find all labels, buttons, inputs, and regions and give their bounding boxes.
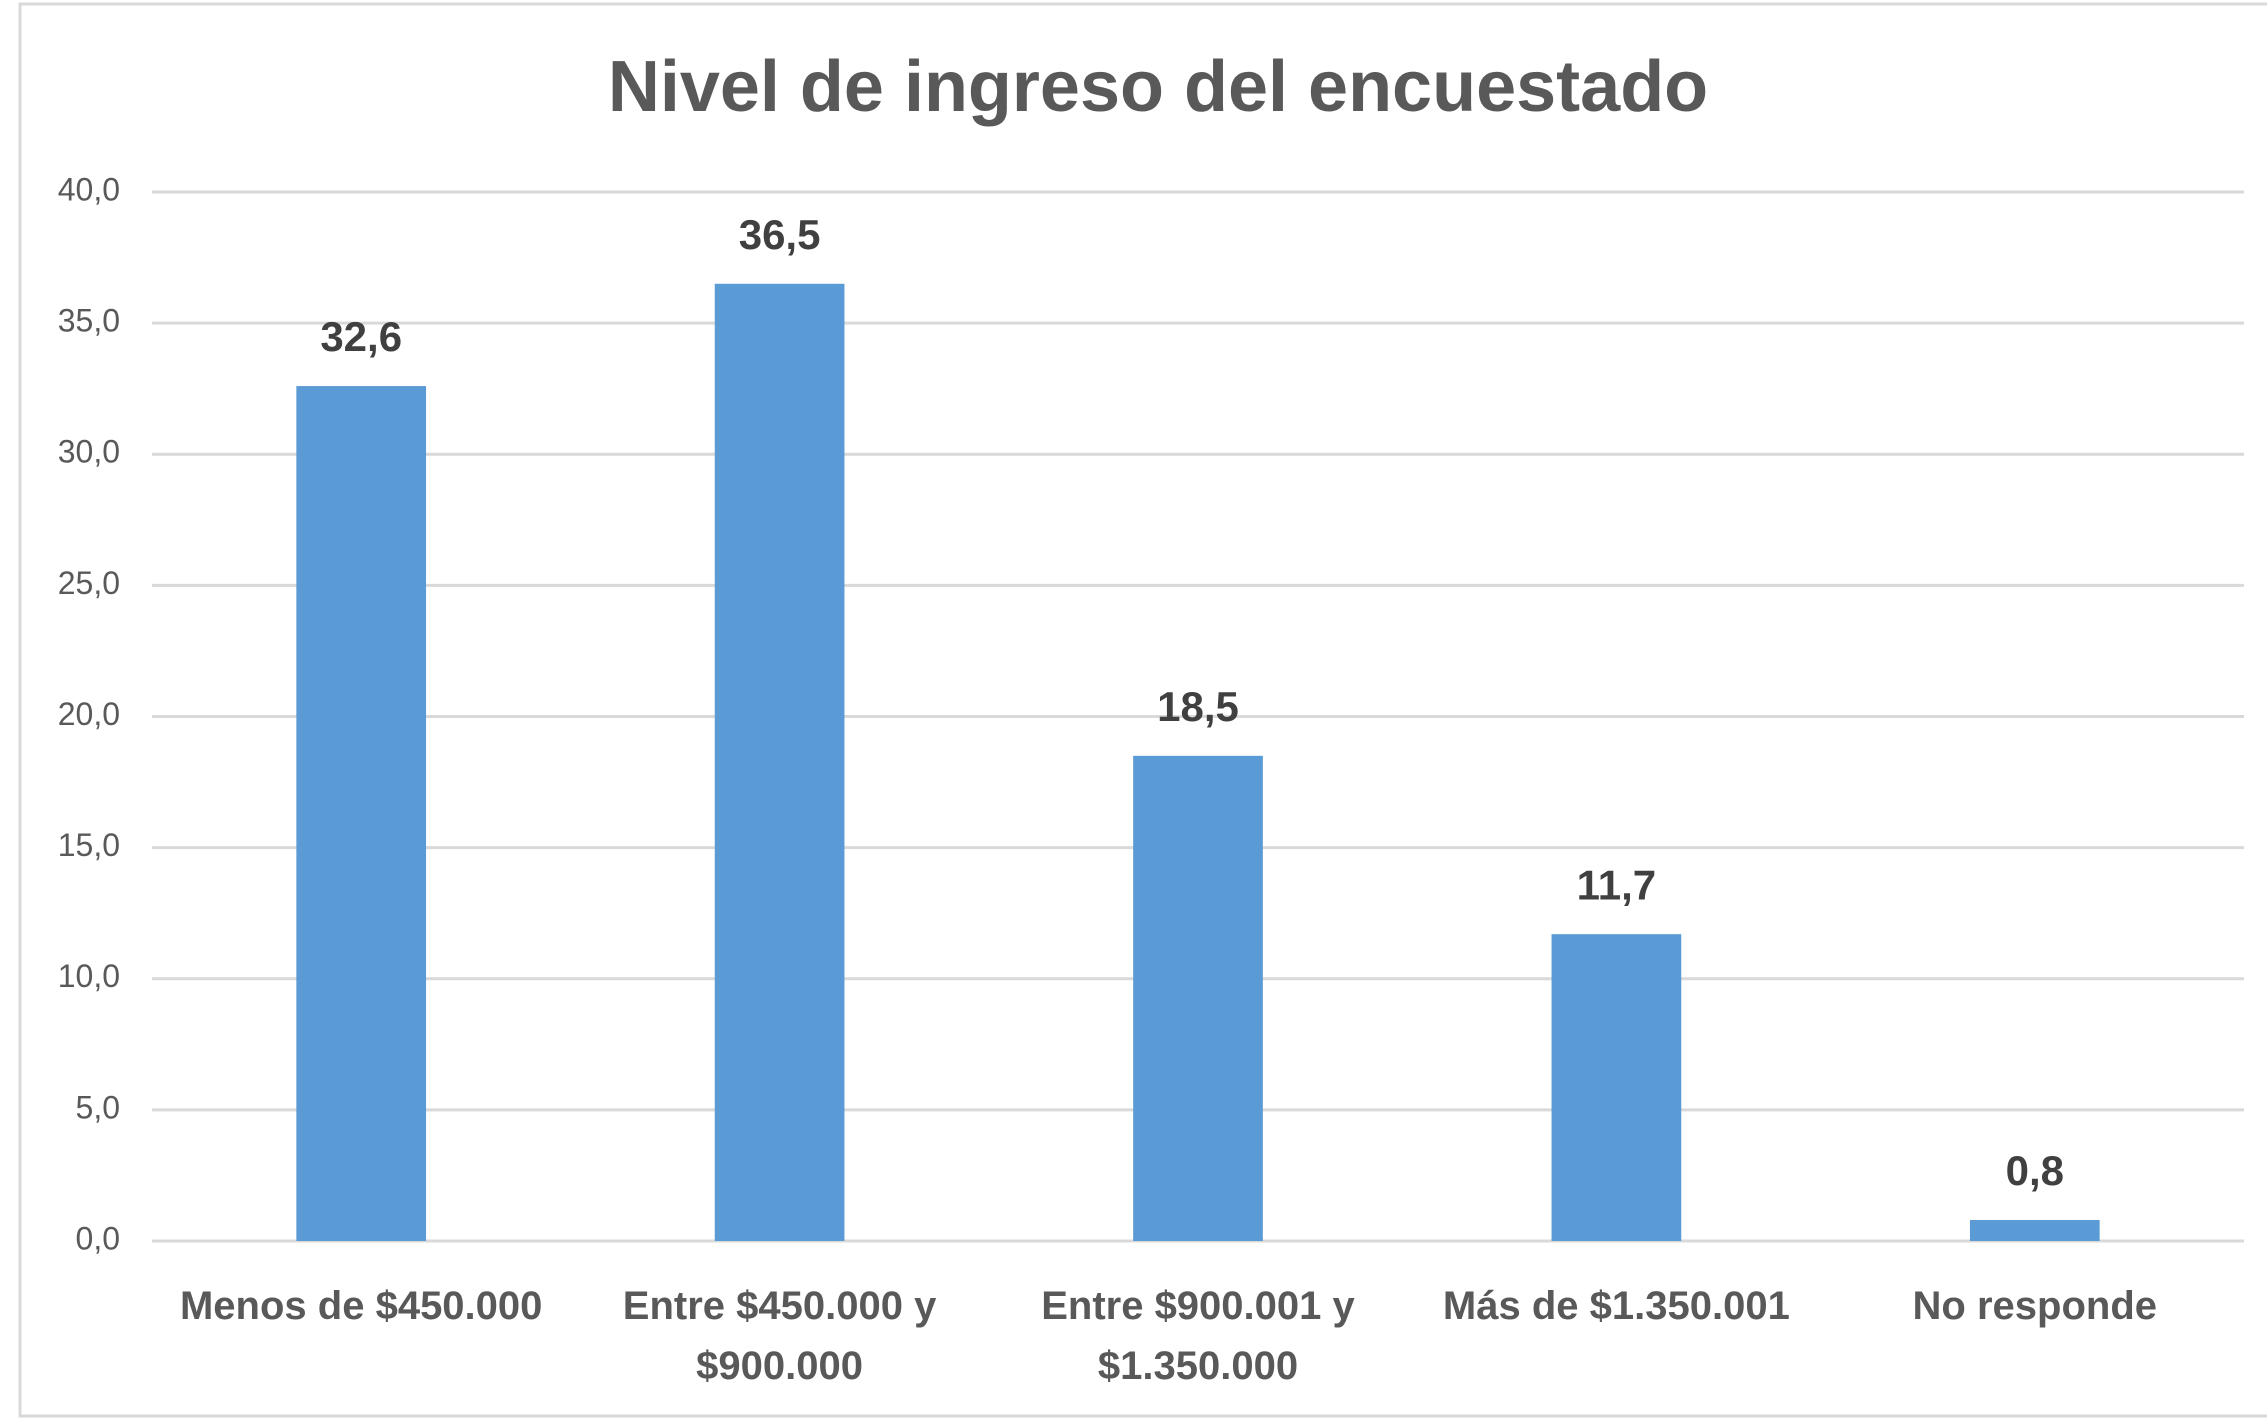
y-tick-label: 20,0 bbox=[58, 696, 120, 732]
x-tick-label: Entre $450.000 y $900.000 bbox=[622, 1284, 937, 1388]
data-label: 36,5 bbox=[739, 211, 821, 258]
x-tick-label: No responde bbox=[1912, 1284, 2158, 1328]
y-tick-label: 35,0 bbox=[58, 303, 120, 339]
y-tick-label: 25,0 bbox=[58, 565, 120, 601]
data-label: 0,8 bbox=[2006, 1147, 2064, 1194]
chart-frame bbox=[18, 2, 2267, 1418]
x-tick-label: Menos de $450.000 bbox=[179, 1284, 543, 1328]
x-tick-label: Entre $900.001 y $1.350.000 bbox=[1041, 1284, 1355, 1388]
y-tick-label: 5,0 bbox=[76, 1089, 120, 1125]
chart-title: Nivel de ingreso del encuestado bbox=[608, 47, 1708, 127]
bar bbox=[296, 386, 427, 1241]
x-tick-label: Más de $1.350.001 bbox=[1442, 1284, 1790, 1328]
data-label: 32,6 bbox=[320, 313, 402, 360]
y-tick-label: 30,0 bbox=[58, 434, 120, 470]
bar bbox=[1969, 1220, 2100, 1241]
y-tick-label: 10,0 bbox=[58, 958, 120, 994]
bar bbox=[1551, 934, 1682, 1241]
data-label: 18,5 bbox=[1157, 683, 1239, 730]
y-tick-label: 40,0 bbox=[58, 171, 120, 207]
bar bbox=[714, 283, 845, 1242]
y-tick-label: 0,0 bbox=[76, 1220, 120, 1256]
bar bbox=[1133, 755, 1263, 1241]
data-label: 11,7 bbox=[1577, 861, 1656, 908]
y-tick-label: 15,0 bbox=[58, 827, 120, 863]
